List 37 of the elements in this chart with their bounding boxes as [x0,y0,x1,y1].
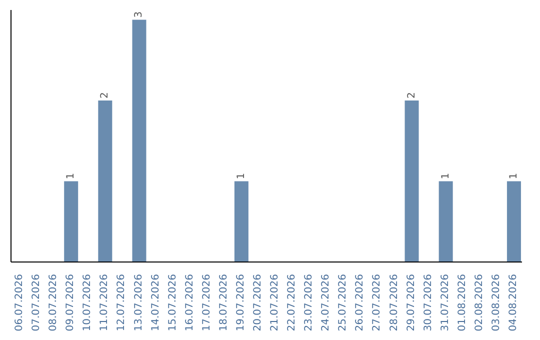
data-label: 1 [66,172,77,180]
x-tick-label: 16.07.2026 [184,274,196,332]
x-tick-label: 11.07.2026 [99,274,110,332]
x-tick-label: 06.07.2026 [14,274,26,332]
x-tick-label: 13.07.2026 [133,274,144,332]
x-tick-label: 18.07.2026 [218,274,230,332]
x-tick-label: 22.07.2026 [286,274,298,332]
x-tick-label: 20.07.2026 [252,274,264,332]
x-tick-label: 21.07.2026 [270,274,281,332]
x-tick-label: 01.08.2026 [456,274,468,332]
x-tick-label: 04.08.2026 [508,274,519,332]
x-tick-label: 26.07.2026 [354,274,366,332]
x-tick-label: 15.07.2026 [167,274,178,332]
x-tick-label: 27.07.2026 [372,274,383,332]
x-tick-label: 09.07.2026 [65,274,76,332]
data-label: 3 [134,11,145,18]
x-tick-label: 31.07.2026 [440,274,451,332]
x-tick-label: 25.07.2026 [338,274,349,332]
x-tick-label: 08.07.2026 [48,274,60,332]
x-tick-label: 12.07.2026 [116,274,128,332]
x-tick-label: 24.07.2026 [320,274,332,332]
x-tick-label: 28.07.2026 [388,274,400,332]
data-label: 2 [100,92,111,98]
data-label: 1 [508,172,520,180]
x-tick-label: 23.07.2026 [304,274,315,332]
x-tick-label: 07.07.2026 [31,274,42,332]
data-label: 2 [406,92,418,98]
data-label: 1 [440,172,452,180]
x-tick-label: 17.07.2026 [201,274,212,332]
data-label: 1 [236,172,247,180]
x-tick-label: 19.07.2026 [235,274,246,332]
x-tick-label: 03.08.2026 [490,274,502,332]
x-tick-label: 14.07.2026 [150,274,162,332]
x-tick-label: 10.07.2026 [82,274,94,332]
x-tick-label: 02.08.2026 [474,274,485,332]
x-tick-label: 30.07.2026 [422,274,434,332]
x-tick-label: 29.07.2026 [406,274,417,332]
